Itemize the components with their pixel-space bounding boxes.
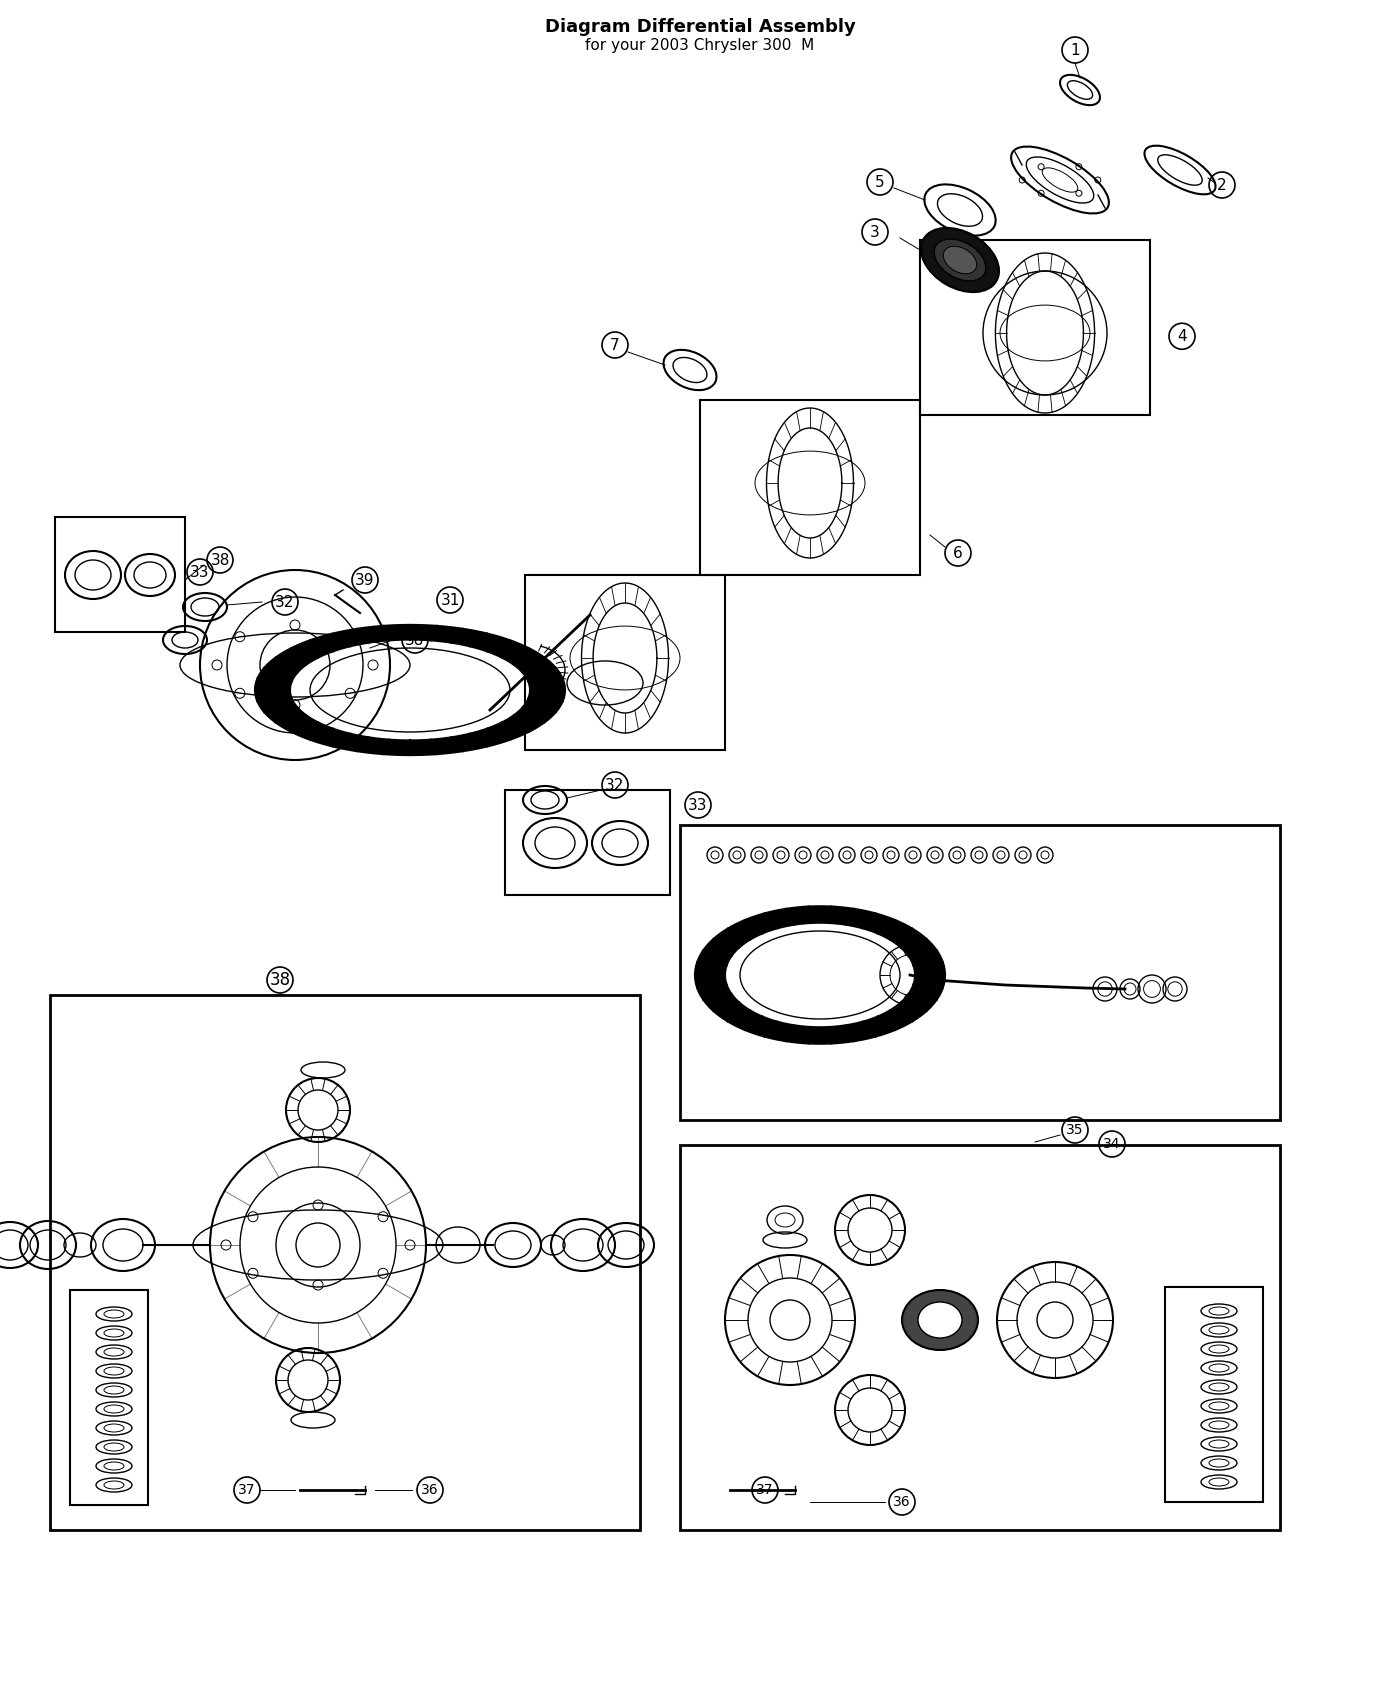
Text: 36: 36: [421, 1482, 438, 1498]
Text: 38: 38: [269, 971, 291, 989]
Bar: [700, 400, 920, 575]
Text: 39: 39: [356, 573, 375, 588]
Text: 37: 37: [756, 1482, 774, 1498]
Text: 5: 5: [875, 175, 885, 189]
Text: 36: 36: [893, 1494, 911, 1510]
Bar: [55, 517, 185, 632]
Text: for your 2003 Chrysler 300  M: for your 2003 Chrysler 300 M: [585, 37, 815, 53]
Bar: [680, 824, 1280, 1120]
Bar: [920, 240, 1149, 415]
Ellipse shape: [944, 246, 977, 274]
Text: Diagram Differential Assembly: Diagram Differential Assembly: [545, 19, 855, 36]
Text: 32: 32: [605, 777, 624, 792]
Text: 1: 1: [1070, 42, 1079, 58]
PathPatch shape: [255, 626, 566, 755]
Bar: [50, 994, 640, 1530]
Text: 6: 6: [953, 546, 963, 561]
Bar: [1165, 1287, 1263, 1503]
Text: 37: 37: [238, 1482, 256, 1498]
Ellipse shape: [934, 240, 986, 280]
Text: 35: 35: [1067, 1124, 1084, 1137]
PathPatch shape: [694, 906, 945, 1044]
Bar: [680, 1146, 1280, 1530]
Text: 33: 33: [190, 564, 210, 580]
Text: 34: 34: [1103, 1137, 1121, 1151]
Ellipse shape: [902, 1290, 979, 1350]
Text: 2: 2: [1217, 177, 1226, 192]
Bar: [525, 575, 725, 750]
Text: 4: 4: [1177, 328, 1187, 343]
Text: 31: 31: [441, 593, 459, 607]
Text: 38: 38: [210, 552, 230, 568]
Text: 38: 38: [406, 632, 424, 648]
Bar: [70, 1290, 148, 1504]
Bar: [505, 790, 671, 894]
Ellipse shape: [921, 228, 1000, 292]
Text: 3: 3: [871, 224, 879, 240]
Ellipse shape: [918, 1302, 962, 1338]
Text: 32: 32: [276, 595, 294, 610]
Text: 33: 33: [689, 797, 708, 813]
Text: 7: 7: [610, 338, 620, 352]
